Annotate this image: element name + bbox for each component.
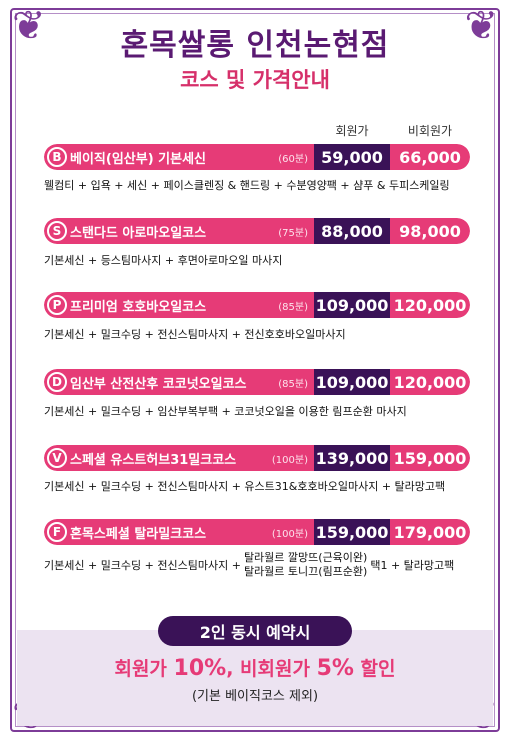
course-row-basic: B 베이직(임산부) 기본세신 (60분) 59,000 66,000 — [44, 144, 470, 170]
course-description-prefix: 기본세신 + 밀크수딩 + 전신스팀마사지 + — [44, 559, 241, 572]
nonmember-price: 159,000 — [390, 445, 470, 471]
promo-text-part: , 비회원가 — [226, 658, 317, 680]
decorative-inner-frame — [15, 13, 495, 727]
course-duration: (75분) — [278, 227, 308, 239]
nonmember-price: 120,000 — [390, 292, 470, 318]
course-row-honmok-special: F 혼목스페셜 탈라밀크코스 (100분) 159,000 179,000 — [44, 519, 470, 545]
course-description-suffix: 택1 + 탈라망고팩 — [370, 559, 455, 572]
member-price: 109,000 — [314, 369, 390, 395]
promo-text-part: 회원가 — [114, 658, 174, 680]
course-duration: (100분) — [271, 528, 308, 540]
nonmember-price-column-header: 비회원가 — [407, 124, 453, 138]
course-letter-badge: F — [47, 522, 67, 542]
nonmember-price: 66,000 — [390, 144, 470, 170]
course-name-segment: S 스탠다드 아로마오일코스 (75분) — [44, 218, 314, 244]
nonmember-price: 98,000 — [390, 218, 470, 244]
member-price-column-header: 회원가 — [335, 124, 369, 138]
member-price: 109,000 — [314, 292, 390, 318]
course-row-premium: P 프리미엄 호호바오일코스 (85분) 109,000 120,000 — [44, 292, 470, 318]
course-duration: (85분) — [278, 378, 308, 390]
course-row-maternity: D 임산부 산전산후 코코넛오일코스 (85분) 109,000 120,000 — [44, 369, 470, 395]
course-name-segment: D 임산부 산전산후 코코넛오일코스 (85분) — [44, 369, 314, 395]
course-letter-badge: S — [47, 221, 67, 241]
course-description: 기본세신 + 등스팀마사지 + 후면아로마오일 마사지 — [44, 254, 283, 267]
course-duration: (60분) — [278, 153, 308, 165]
corner-ornament-top-right: ❦ — [464, 3, 498, 49]
member-price: 159,000 — [314, 519, 390, 545]
course-letter-badge: D — [47, 372, 67, 392]
page-title: 혼목쌀롱 인천논현점 — [120, 28, 390, 63]
course-letter-badge: P — [47, 295, 67, 315]
course-name: 프리미엄 호호바오일코스 — [70, 299, 207, 315]
course-name: 혼목스페셜 탈라밀크코스 — [70, 526, 207, 542]
course-name: 임산부 산전산후 코코넛오일코스 — [70, 376, 247, 392]
course-description-choice-1: 탈라월르 깔망뜨(근육이완) — [243, 551, 368, 564]
member-price: 88,000 — [314, 218, 390, 244]
promo-panel — [17, 630, 493, 726]
promo-note: (기본 베이직코스 제외) — [191, 689, 319, 704]
course-description: 기본세신 + 밀크수딩 + 전신스팀마사지 + 탈라월르 깔망뜨(근육이완) 탈… — [44, 551, 484, 579]
course-row-special-yust: V 스페셜 유스트허브31밀크코스 (100분) 139,000 159,000 — [44, 445, 470, 471]
course-letter-badge: B — [47, 147, 67, 167]
promo-text-part: 할인 — [353, 658, 396, 680]
promo-discount-text: 회원가 10%, 비회원가 5% 할인 — [0, 654, 510, 681]
page-subtitle: 코스 및 가격안내 — [180, 68, 330, 92]
course-description: 기본세신 + 밀크수딩 + 전신스팀마사지 + 유스트31&호호바오일마사지 +… — [44, 480, 446, 493]
course-description-choice-2: 탈라월르 토니끄(림프순환) — [243, 565, 368, 578]
corner-ornament-top-left: ❦ — [12, 3, 46, 49]
course-description: 기본세신 + 밀크수딩 + 임산부복부팩 + 코코넛오일을 이용한 림프순환 마… — [44, 405, 407, 418]
course-duration: (85분) — [278, 301, 308, 313]
course-name: 스탠다드 아로마오일코스 — [70, 225, 207, 241]
promo-nonmember-percent: 5% — [316, 656, 354, 681]
course-name-segment: P 프리미엄 호호바오일코스 (85분) — [44, 292, 314, 318]
course-name: 베이직(임산부) 기본세신 — [70, 151, 207, 167]
promo-member-percent: 10% — [173, 656, 227, 681]
course-name-segment: F 혼목스페셜 탈라밀크코스 (100분) — [44, 519, 314, 545]
course-description-choice: 탈라월르 깔망뜨(근육이완) 탈라월르 토니끄(림프순환) — [244, 551, 367, 579]
course-letter-badge: V — [47, 448, 67, 468]
decorative-frame — [10, 8, 500, 732]
course-row-standard: S 스탠다드 아로마오일코스 (75분) 88,000 98,000 — [44, 218, 470, 244]
promo-badge: 2인 동시 예약시 — [158, 616, 352, 646]
course-duration: (100분) — [271, 454, 308, 466]
member-price: 59,000 — [314, 144, 390, 170]
member-price: 139,000 — [314, 445, 390, 471]
course-name-segment: V 스페셜 유스트허브31밀크코스 (100분) — [44, 445, 314, 471]
course-name: 스페셜 유스트허브31밀크코스 — [70, 452, 237, 468]
nonmember-price: 179,000 — [390, 519, 470, 545]
course-description: 웰컴티 + 입욕 + 세신 + 페이스클렌징 & 핸드링 + 수분영양팩 + 샴… — [44, 179, 450, 192]
course-description: 기본세신 + 밀크수딩 + 전신스팀마사지 + 전신호호바오일마사지 — [44, 328, 346, 341]
nonmember-price: 120,000 — [390, 369, 470, 395]
course-name-segment: B 베이직(임산부) 기본세신 (60분) — [44, 144, 314, 170]
